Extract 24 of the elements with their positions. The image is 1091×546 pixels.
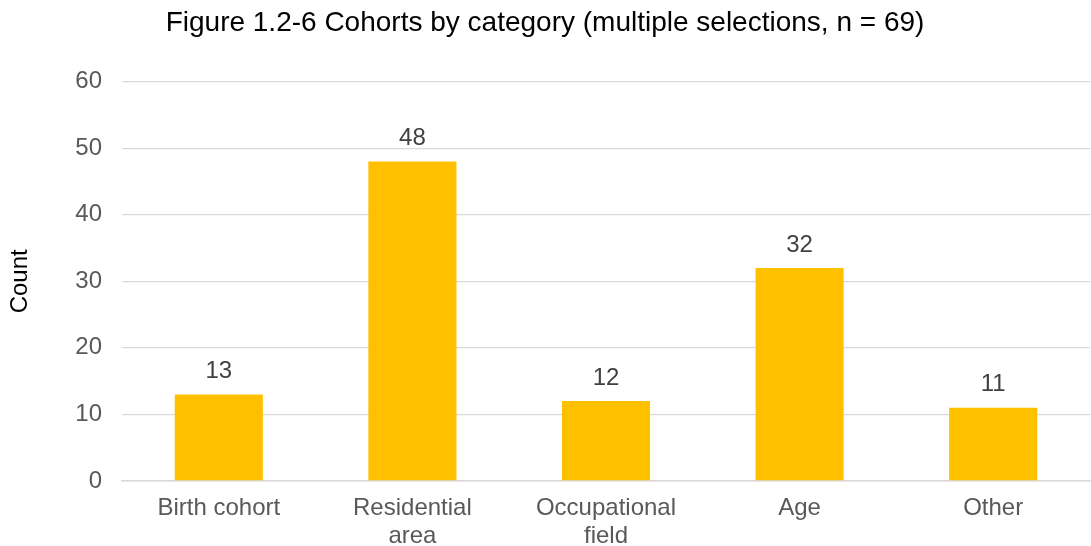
y-tick-label: 60 (75, 66, 102, 94)
chart-title: Figure 1.2-6 Cohorts by category (multiple selections, n = 69) (165, 5, 925, 37)
y-tick-label: 30 (75, 265, 102, 293)
data-label: 48 (399, 123, 426, 151)
data-label: 13 (205, 356, 233, 384)
bar (368, 161, 457, 481)
x-tick-label: Other (963, 492, 1024, 520)
y-tick-label: 10 (75, 399, 102, 427)
x-tick-label: Occupational field (535, 492, 677, 546)
data-label: 11 (980, 369, 1006, 397)
bar (755, 267, 844, 481)
y-tick-label: 20 (75, 332, 102, 360)
data-label: 32 (786, 229, 813, 257)
bar (949, 407, 1038, 481)
x-tick-label: Age (778, 492, 821, 520)
y-axis-title: Count (5, 248, 33, 314)
bar (174, 394, 263, 481)
bar (561, 401, 651, 481)
x-tick-label: Birth cohort (157, 492, 281, 520)
y-tick-label: 40 (75, 199, 102, 227)
data-label: 12 (592, 362, 620, 390)
y-tick-label: 0 (88, 465, 102, 493)
x-tick-label: Residential area (353, 492, 472, 546)
y-tick-label: 50 (75, 132, 102, 160)
